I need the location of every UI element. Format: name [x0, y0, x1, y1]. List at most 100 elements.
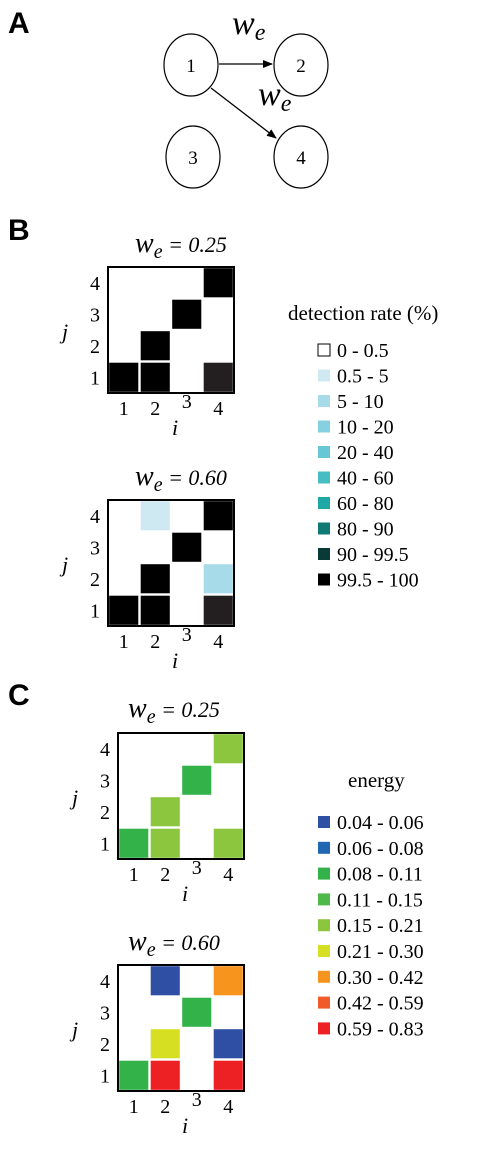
energy-matrix-2-cell-i2-j1: [150, 1060, 180, 1090]
energy-legend-swatch-7: [318, 970, 330, 983]
energy-matrix-2-x-tick-4: 4: [223, 1096, 233, 1118]
detection-matrix-1-y-axis-label: j: [59, 319, 68, 344]
energy-matrix-2-x-axis-label: i: [182, 1113, 188, 1138]
energy-legend-item-7: 0.30 - 0.42: [318, 967, 424, 989]
energy-legend-item-2: 0.06 - 0.08: [318, 838, 424, 860]
energy-legend-item-6: 0.21 - 0.30: [318, 941, 424, 963]
detection-legend-label-10: 99.5 - 100: [337, 570, 419, 592]
energy-legend-label-8: 0.42 - 0.59: [337, 993, 424, 1015]
detection-matrix-1-y-tick-1: 1: [90, 367, 100, 389]
energy-matrix-2-title: we = 0.60: [128, 926, 220, 961]
detection-matrix-2-x-tick-4: 4: [213, 631, 223, 653]
graph-node-2-label: 2: [296, 56, 306, 77]
energy-legend-label-3: 0.08 - 0.11: [337, 864, 423, 886]
detection-matrix-1-x-axis-label: i: [172, 415, 178, 440]
energy-legend-swatch-6: [318, 945, 330, 957]
detection-matrix-2-cell-i3-j3: [172, 532, 202, 562]
energy-matrix-1-cell-i3-j3: [182, 765, 212, 795]
energy-matrix-2-y-tick-4: 4: [100, 971, 110, 993]
panel-label-a: A: [8, 7, 30, 40]
detection-legend-title: detection rate (%): [288, 301, 438, 325]
energy-matrix-1-y-tick-2: 2: [100, 802, 110, 824]
energy-matrix-2-cell-i4-j1: [213, 1060, 243, 1090]
energy-matrix-1-cell-i2-j2: [150, 797, 180, 827]
detection-matrix-2-cell-i2-j2: [140, 564, 170, 594]
detection-legend-item-7: 60 - 80: [318, 493, 394, 515]
detection-legend: 0 - 0.5 0.5 - 5 5 - 10 10 - 20 20 - 40 40 - 6…: [317, 340, 419, 592]
detection-matrix-2-y-tick-4: 4: [90, 506, 100, 528]
energy-matrix-1-cell-i2-j1: [150, 828, 180, 858]
energy-legend-label-7: 0.30 - 0.42: [337, 967, 424, 989]
detection-matrix-1-y-tick-2: 2: [90, 336, 100, 358]
energy-legend-label-4: 0.11 - 0.15: [337, 889, 423, 911]
detection-legend-swatch-5: [318, 446, 330, 458]
detection-legend-item-1: 0 - 0.5: [317, 340, 389, 362]
detection-matrix-2-title: we = 0.60: [135, 461, 227, 496]
graph-node-1: 1: [163, 33, 219, 97]
detection-legend-item-6: 40 - 60: [318, 468, 394, 490]
detection-matrix-1-y-tick-3: 3: [90, 304, 100, 326]
energy-matrix-1-x-tick-4: 4: [223, 864, 233, 886]
detection-legend-swatch-10: [318, 573, 330, 586]
energy-matrix-1-x-axis-label: i: [182, 881, 188, 906]
energy-legend-swatch-8: [318, 996, 330, 1009]
detection-matrix-2-x-tick-1: 1: [119, 631, 129, 653]
edge-1-to-4-weight: we: [258, 76, 292, 117]
energy-matrix-2-x-tick-3: 3: [192, 1089, 202, 1111]
detection-matrix-2-cell-i2-j4: [140, 501, 170, 531]
energy-matrix-1-x-tick-2: 2: [160, 864, 170, 886]
detection-legend-label-2: 0.5 - 5: [337, 366, 389, 388]
energy-matrix-2-cell-i1-j1: [119, 1060, 149, 1090]
energy-matrix-1-y-axis-label: j: [69, 785, 78, 810]
energy-legend-swatch-1: [318, 816, 330, 828]
detection-legend-label-4: 10 - 20: [337, 417, 394, 439]
energy-matrix-2-cell-i2-j4: [150, 966, 180, 996]
panel-label-b: B: [8, 214, 30, 247]
edge-1-to-4: [210, 87, 277, 139]
detection-legend-swatch-7: [318, 497, 330, 509]
detection-legend-item-9: 90 - 99.5: [318, 544, 409, 566]
detection-matrix-1-x-tick-2: 2: [150, 398, 160, 420]
detection-legend-item-4: 10 - 20: [318, 417, 394, 439]
energy-legend-swatch-5: [318, 919, 330, 932]
panel-label-c: C: [8, 679, 30, 712]
energy-matrix-2-cell-i3-j3: [182, 997, 212, 1027]
energy-matrix-2-x-tick-1: 1: [129, 1096, 139, 1118]
energy-legend-item-1: 0.04 - 0.06: [318, 812, 424, 834]
detection-matrix-1-x-tick-4: 4: [213, 398, 223, 420]
energy-legend-label-6: 0.21 - 0.30: [337, 941, 424, 963]
energy-legend-label-5: 0.15 - 0.21: [337, 915, 424, 937]
detection-legend-swatch-9: [318, 548, 330, 560]
detection-matrix-2-x-axis-label: i: [172, 648, 178, 673]
detection-matrix-2-y-axis-label: j: [59, 552, 68, 577]
graph-node-4: 4: [273, 125, 329, 189]
detection-legend-swatch-4: [318, 420, 330, 433]
energy-matrix-2-cell-i4-j2: [213, 1029, 243, 1059]
energy-legend: 0.04 - 0.06 0.06 - 0.08 0.08 - 0.11 0.11 - …: [318, 812, 424, 1040]
energy-matrix-2-cell-i2-j2: [150, 1029, 180, 1059]
energy-matrix-1-y-tick-3: 3: [100, 770, 110, 792]
detection-matrix-1-cell-i3-j3: [172, 299, 202, 329]
detection-legend-swatch-2: [318, 369, 330, 382]
energy-matrix-1-x-tick-3: 3: [192, 857, 202, 879]
graph-node-4-label: 4: [296, 148, 306, 169]
detection-matrix-1-cell-i2-j1: [140, 362, 170, 392]
energy-matrix-2-y-tick-1: 1: [100, 1065, 110, 1087]
detection-matrix-2-x-tick-2: 2: [150, 631, 160, 653]
detection-matrix-2-frame: [107, 499, 235, 627]
detection-legend-label-8: 80 - 90: [337, 519, 394, 541]
energy-matrix-1-frame: [117, 732, 245, 860]
energy-matrix-2-frame: [117, 964, 245, 1092]
detection-legend-item-3: 5 - 10: [318, 391, 384, 413]
detection-matrix-2-cell-i4-j2: [203, 564, 233, 594]
energy-matrix-2-cell-i4-j4: [213, 966, 243, 996]
energy-legend-swatch-9: [318, 1022, 330, 1035]
detection-matrix-1-y-tick-4: 4: [90, 273, 100, 295]
energy-legend-title: energy: [348, 768, 405, 792]
energy-legend-item-8: 0.42 - 0.59: [318, 993, 424, 1015]
detection-matrix-1-cell-i4-j4: [203, 268, 233, 298]
